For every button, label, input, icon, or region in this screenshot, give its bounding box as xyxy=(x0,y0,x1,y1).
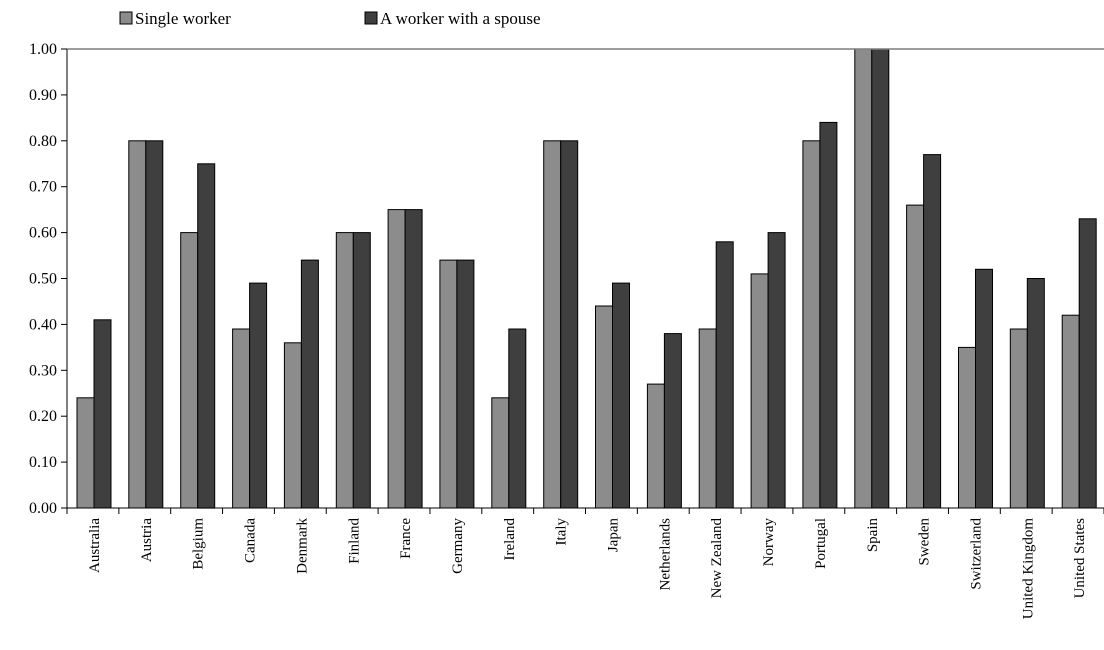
y-tick-label: 0.20 xyxy=(29,408,57,425)
bar-united-states-a-worker-with-a-spouse xyxy=(1078,218,1097,509)
legend-swatch-worker-with-spouse xyxy=(364,11,378,25)
bar-norway-a-worker-with-a-spouse xyxy=(767,232,786,509)
bar-sweden-a-worker-with-a-spouse xyxy=(923,154,942,509)
x-tick-label-japan: Japan xyxy=(606,518,622,553)
x-tick-label-australia: Australia xyxy=(87,518,103,573)
y-tick-label: 0.80 xyxy=(29,133,57,150)
x-tick-label-united-kingdom: United Kingdom xyxy=(1020,518,1036,620)
bar-australia-single-worker xyxy=(76,397,95,509)
x-tick-label-finland: Finland xyxy=(346,518,362,564)
bar-belgium-single-worker xyxy=(180,232,199,509)
bar-denmark-a-worker-with-a-spouse xyxy=(300,259,319,509)
x-tick-label-switzerland: Switzerland xyxy=(969,518,985,590)
x-tick-label-germany: Germany xyxy=(450,518,466,574)
x-tick-label-ireland: Ireland xyxy=(502,518,518,561)
bar-japan-single-worker xyxy=(595,305,613,509)
y-axis-ticks: 0.00 0.10 0.20 0.30 0.40 0.50 0.60 0.70 0.80 0.90… xyxy=(29,41,67,517)
bar-italy-a-worker-with-a-spouse xyxy=(560,140,579,509)
bar-belgium-a-worker-with-a-spouse xyxy=(197,163,216,509)
legend-item-single-worker: Single worker xyxy=(119,9,231,28)
x-tick-label-austria: Austria xyxy=(139,518,155,563)
x-tick-label-belgium: Belgium xyxy=(191,518,207,570)
x-tick-label-canada: Canada xyxy=(243,518,259,563)
y-tick-label: 0.30 xyxy=(29,362,57,379)
x-tick-label-sweden: Sweden xyxy=(917,518,933,566)
bar-portugal-a-worker-with-a-spouse xyxy=(819,121,838,509)
bar-austria-a-worker-with-a-spouse xyxy=(145,140,164,509)
bar-united-kingdom-a-worker-with-a-spouse xyxy=(1026,278,1045,509)
x-axis-ticks: Australia Austria Belgium Canada Denmark Finl… xyxy=(66,508,1104,620)
y-tick-label: 0.40 xyxy=(29,316,57,333)
bar-france-a-worker-with-a-spouse xyxy=(404,209,423,509)
bar-germany-single-worker xyxy=(439,259,458,509)
bar-ireland-a-worker-with-a-spouse xyxy=(508,328,527,509)
bar-norway-single-worker xyxy=(750,273,769,509)
x-tick-label-norway: Norway xyxy=(761,518,777,567)
legend-label-single-worker: Single worker xyxy=(135,9,231,28)
bar-switzerland-single-worker xyxy=(958,346,976,509)
axes-layer xyxy=(66,48,1104,509)
bar-sweden-single-worker xyxy=(906,204,925,509)
bar-finland-single-worker xyxy=(335,232,354,509)
x-tick-label-netherlands: Netherlands xyxy=(657,518,673,591)
x-tick-label-italy: Italy xyxy=(554,518,570,546)
legend-label-worker-with-spouse: A worker with a spouse xyxy=(380,9,541,28)
bar-united-states-single-worker xyxy=(1061,314,1080,509)
bar-finland-a-worker-with-a-spouse xyxy=(352,232,371,509)
y-tick-label: 0.00 xyxy=(29,500,57,517)
legend-swatch-single-worker xyxy=(119,11,133,25)
y-tick-label: 0.50 xyxy=(29,271,57,288)
bar-spain-a-worker-with-a-spouse xyxy=(871,48,890,509)
bar-united-kingdom-single-worker xyxy=(1009,328,1028,509)
bar-denmark-single-worker xyxy=(283,342,302,509)
bar-australia-a-worker-with-a-spouse xyxy=(93,319,112,509)
x-tick-label-portugal: Portugal xyxy=(813,518,829,569)
legend-item-worker-with-spouse: A worker with a spouse xyxy=(364,9,541,28)
x-tick-label-united-states: United States xyxy=(1072,518,1088,599)
bar-austria-single-worker xyxy=(128,140,147,509)
x-tick-label-france: France xyxy=(398,518,414,559)
bar-new-zealand-single-worker xyxy=(698,328,717,509)
bar-canada-a-worker-with-a-spouse xyxy=(249,282,268,509)
bar-switzerland-a-worker-with-a-spouse xyxy=(975,268,993,509)
bar-netherlands-a-worker-with-a-spouse xyxy=(663,333,682,509)
bar-ireland-single-worker xyxy=(491,397,510,509)
x-tick-label-denmark: Denmark xyxy=(294,518,310,574)
bar-portugal-single-worker xyxy=(802,140,821,509)
y-tick-label: 1.00 xyxy=(29,41,57,58)
legend: Single worker A worker with a spouse xyxy=(119,9,541,28)
bar-japan-a-worker-with-a-spouse xyxy=(612,282,630,509)
y-tick-label: 0.60 xyxy=(29,225,57,242)
y-tick-label: 0.70 xyxy=(29,179,57,196)
x-tick-label-new-zealand: New Zealand xyxy=(709,518,725,599)
bar-france-single-worker xyxy=(387,209,406,509)
bar-germany-a-worker-with-a-spouse xyxy=(456,259,475,509)
bar-netherlands-single-worker xyxy=(646,383,665,509)
bar-italy-single-worker xyxy=(543,140,562,509)
bars-layer xyxy=(76,48,1097,509)
x-tick-label-spain: Spain xyxy=(865,518,881,553)
bar-new-zealand-a-worker-with-a-spouse xyxy=(715,241,734,509)
bar-canada-single-worker xyxy=(232,328,251,509)
bar-spain-single-worker xyxy=(854,48,873,509)
y-tick-label: 0.90 xyxy=(29,87,57,104)
y-tick-label: 0.10 xyxy=(29,454,57,471)
